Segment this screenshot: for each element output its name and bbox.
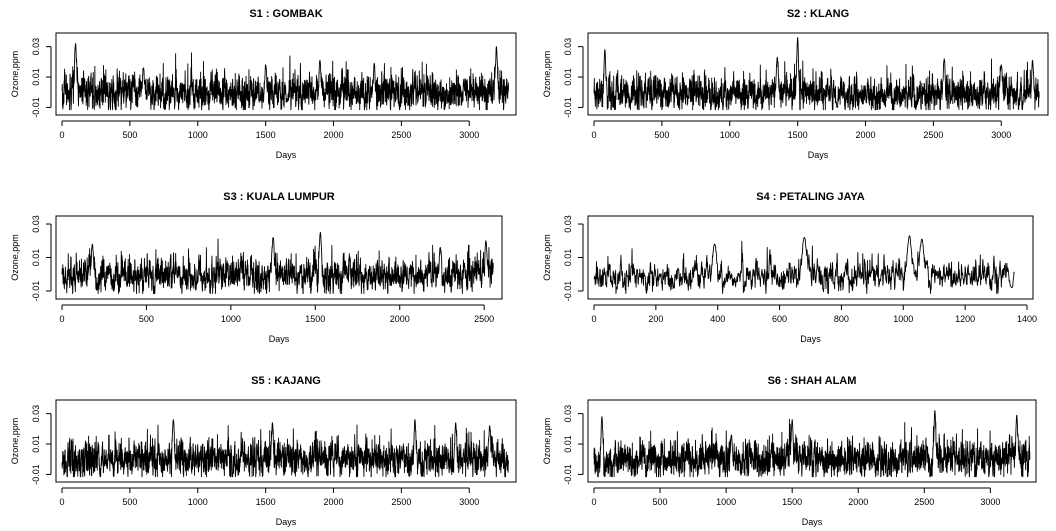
chart-panel-1: S1 : GOMBAK 0 500 1000 1500 2000 2500 3000 Days -…: [10, 8, 517, 160]
x-tick-label: 3000: [459, 130, 479, 140]
x-tick-label: 2500: [391, 497, 411, 507]
plot-frame: [55, 215, 503, 300]
x-tick-label: 800: [834, 314, 849, 324]
plot-frame: [55, 399, 517, 483]
x-tick-label: 0: [591, 314, 596, 324]
x-axis-label: Days: [808, 150, 829, 160]
x-tick-label: 0: [591, 497, 596, 507]
x-tick-label: 1000: [188, 130, 208, 140]
x-tick-label: 400: [710, 314, 725, 324]
x-tick-label: 1500: [256, 130, 276, 140]
series-line: [593, 410, 1031, 478]
x-tick-label: 3000: [991, 130, 1011, 140]
x-tick-label: 1500: [782, 497, 802, 507]
y-tick-label: 0.01: [31, 68, 41, 86]
y-axis-label: Ozone,ppm: [542, 234, 552, 281]
x-tick-label: 2000: [855, 130, 875, 140]
x-tick-label: 0: [59, 497, 64, 507]
y-axis-label: Ozone,ppm: [542, 51, 552, 98]
x-tick-label: 1500: [305, 314, 325, 324]
plot-frame: [587, 32, 1049, 116]
x-tick-label: 500: [654, 130, 669, 140]
x-tick-label: 1000: [716, 497, 736, 507]
x-tick-label: 1000: [893, 314, 913, 324]
y-axis-label: Ozone,ppm: [10, 234, 20, 281]
y-tick-label: 0.03: [31, 405, 41, 423]
x-tick-label: 600: [772, 314, 787, 324]
y-tick-label: 0.01: [31, 249, 41, 267]
series-line: [61, 231, 494, 294]
chart-title: S6 : SHAH ALAM: [768, 375, 857, 387]
y-tick-label: 0.03: [563, 405, 573, 423]
x-tick-label: 1000: [221, 314, 241, 324]
chart-panel-2: S2 : KLANG 0 500 1000 1500 2000 2500 3000 Days -0…: [542, 8, 1049, 160]
y-tick-label: -0.01: [31, 464, 41, 485]
x-axis-label: Days: [802, 517, 823, 527]
x-tick-label: 1200: [955, 314, 975, 324]
x-tick-label: 2500: [474, 314, 494, 324]
plot-frame: [587, 215, 1034, 300]
plot-frame: [55, 32, 517, 116]
y-tick-label: 0.01: [563, 68, 573, 86]
x-tick-label: 0: [591, 130, 596, 140]
y-tick-label: 0.01: [563, 435, 573, 453]
x-tick-label: 500: [122, 130, 137, 140]
chart-panel-4: S4 : PETALING JAYA 0 200 400 600 800 1000 1200 1…: [542, 191, 1037, 344]
chart-title: S5 : KAJANG: [251, 375, 321, 387]
series-line: [593, 235, 1015, 294]
y-tick-label: 0.01: [563, 249, 573, 267]
x-tick-label: 2000: [323, 497, 343, 507]
chart-title: S4 : PETALING JAYA: [756, 191, 864, 203]
x-tick-label: 2000: [323, 130, 343, 140]
y-tick-label: 0.01: [31, 435, 41, 453]
y-tick-label: -0.01: [563, 464, 573, 485]
x-tick-label: 500: [139, 314, 154, 324]
y-tick-label: -0.01: [563, 97, 573, 118]
x-tick-label: 2500: [914, 497, 934, 507]
x-axis-label: Days: [269, 334, 290, 344]
x-tick-label: 1500: [788, 130, 808, 140]
x-tick-label: 2000: [848, 497, 868, 507]
chart-title: S2 : KLANG: [787, 8, 849, 20]
chart-panel-6: S6 : SHAH ALAM 0 500 1000 1500 2000 2500 3000 Da…: [542, 375, 1037, 527]
plot-frame: [587, 399, 1037, 483]
y-tick-label: 0.03: [563, 215, 573, 233]
x-tick-label: 1000: [720, 130, 740, 140]
x-tick-label: 3000: [459, 497, 479, 507]
y-tick-label: 0.03: [31, 215, 41, 233]
chart-panel-5: S5 : KAJANG 0 500 1000 1500 2000 2500 3000 Days -…: [10, 375, 517, 527]
x-axis-label: Days: [800, 334, 821, 344]
x-tick-label: 2500: [923, 130, 943, 140]
x-axis-label: Days: [276, 517, 297, 527]
chart-title: S3 : KUALA LUMPUR: [223, 191, 334, 203]
series-line: [61, 419, 509, 478]
x-tick-label: 3000: [980, 497, 1000, 507]
x-tick-label: 1000: [188, 497, 208, 507]
y-axis-label: Ozone,ppm: [542, 418, 552, 465]
y-tick-label: 0.03: [563, 38, 573, 56]
x-tick-label: 500: [653, 497, 668, 507]
y-tick-label: -0.01: [563, 281, 573, 302]
x-tick-label: 1500: [256, 497, 276, 507]
chart-title: S1 : GOMBAK: [249, 8, 322, 20]
series-line: [593, 37, 1040, 111]
x-tick-label: 500: [122, 497, 137, 507]
x-tick-label: 0: [59, 314, 64, 324]
chart-panel-3: S3 : KUALA LUMPUR 0 500 1000 1500 2000 2500 Day…: [10, 191, 503, 344]
x-tick-label: 1400: [1017, 314, 1037, 324]
y-tick-label: 0.03: [31, 38, 41, 56]
x-axis-label: Days: [276, 150, 297, 160]
x-tick-label: 2500: [391, 130, 411, 140]
y-axis-label: Ozone,ppm: [10, 418, 20, 465]
y-tick-label: -0.01: [31, 281, 41, 302]
series-line: [61, 43, 509, 111]
x-tick-label: 2000: [390, 314, 410, 324]
x-tick-label: 0: [59, 130, 64, 140]
y-tick-label: -0.01: [31, 97, 41, 118]
y-axis-label: Ozone,ppm: [10, 51, 20, 98]
x-tick-label: 200: [648, 314, 663, 324]
